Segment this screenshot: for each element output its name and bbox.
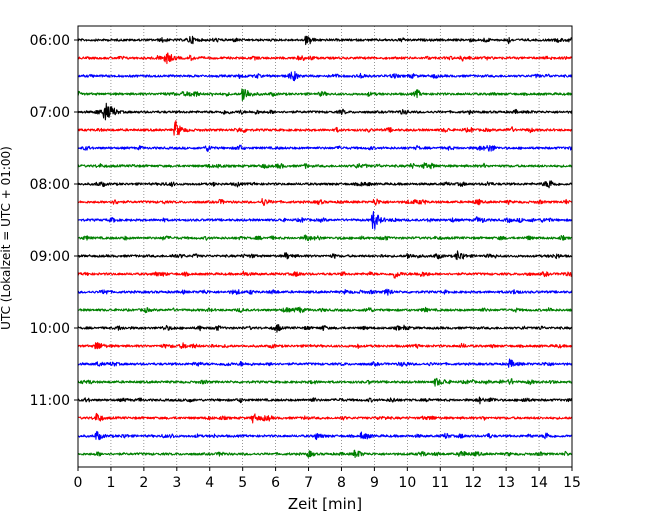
x-tick-label: 7 (304, 475, 313, 491)
trace-line (77, 211, 573, 230)
x-tick-label: 1 (106, 475, 115, 491)
x-tick-label: 8 (337, 475, 346, 491)
y-axis-label: UTC (Lokalzeit = UTC + 01:00) (0, 146, 13, 330)
y-tick-label: 09:00 (30, 249, 70, 265)
trace-line (77, 88, 573, 102)
y-tick-label: 07:00 (30, 105, 70, 121)
trace-line (77, 449, 573, 459)
trace-line (77, 288, 573, 296)
x-tick-label: 4 (205, 475, 214, 491)
x-tick-label: 10 (398, 475, 416, 491)
x-tick-label: 12 (464, 475, 482, 491)
trace-line (77, 270, 573, 279)
trace-line (77, 162, 573, 170)
x-tick-label: 13 (497, 475, 515, 491)
trace-line (77, 306, 573, 314)
x-tick-label: 3 (172, 475, 181, 491)
plot-frame (77, 25, 573, 468)
trace-group (77, 35, 573, 459)
trace-line (77, 52, 573, 65)
x-tick-label: 5 (238, 475, 247, 491)
x-tick-label: 6 (271, 475, 280, 491)
trace-line (77, 324, 573, 333)
y-tick-label: 08:00 (30, 177, 70, 193)
y-tick-label: 06:00 (30, 33, 70, 49)
x-tick-label: 15 (563, 475, 581, 491)
x-tick-label: 9 (370, 475, 379, 491)
x-axis-ticks: 0 1 2 3 4 5 6 7 8 9 10 11 12 13 14 15 (74, 467, 581, 491)
y-axis-ticks: 06:00 07:00 08:00 09:00 10:00 11:00 (30, 33, 78, 409)
trace-line (77, 102, 573, 121)
trace-line (77, 341, 573, 350)
trace-line (77, 396, 573, 405)
trace-line (77, 144, 573, 153)
x-tick-label: 11 (431, 475, 449, 491)
trace-line (77, 234, 573, 242)
y-tick-label: 10:00 (30, 321, 70, 337)
trace-line (77, 250, 573, 261)
x-tick-label: 0 (74, 475, 83, 491)
trace-line (77, 430, 573, 441)
y-tick-label: 11:00 (30, 393, 70, 409)
trace-line (77, 35, 573, 46)
trace-line (77, 377, 573, 387)
x-tick-label: 2 (139, 475, 148, 491)
trace-line (77, 180, 573, 189)
x-axis-label: Zeit [min] (288, 495, 362, 513)
x-tick-label: 14 (530, 475, 548, 491)
trace-line (77, 120, 573, 136)
trace-line (77, 71, 573, 82)
trace-line (77, 197, 573, 207)
trace-line (77, 412, 573, 424)
trace-line (77, 358, 573, 368)
